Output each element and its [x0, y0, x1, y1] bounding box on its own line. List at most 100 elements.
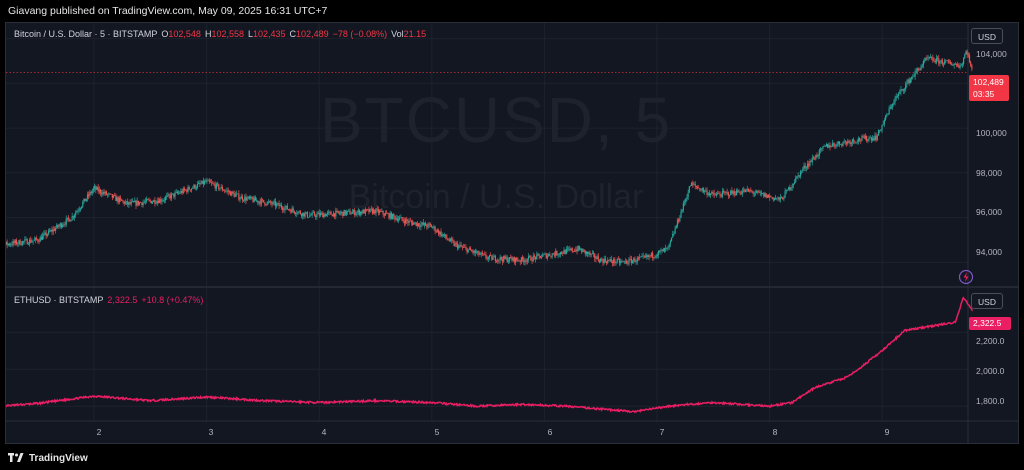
btc-candle: [156, 200, 158, 204]
btc-candle: [890, 106, 893, 108]
btc-candle: [694, 184, 696, 186]
btc-candle: [238, 193, 240, 200]
btc-candle: [147, 199, 149, 200]
btc-candle: [460, 244, 462, 247]
btc-candle: [905, 84, 907, 90]
btc-candle: [428, 223, 430, 225]
btc-candle: [451, 238, 453, 241]
btc-candle: [214, 184, 216, 189]
btc-candle: [60, 223, 63, 228]
btc-candle: [284, 207, 286, 211]
btc-candle: [523, 259, 525, 263]
btc-candle: [118, 197, 121, 202]
btc-candle: [929, 57, 932, 59]
btc-candle: [59, 223, 61, 226]
btc-candle: [675, 226, 677, 229]
btc-candle: [419, 225, 421, 227]
btc-candle: [591, 253, 593, 254]
btc-candle: [552, 253, 554, 255]
btc-candle: [897, 93, 900, 97]
btc-candle: [686, 197, 688, 200]
btc-candle: [744, 189, 746, 192]
btc-candle: [24, 239, 26, 242]
btc-candle: [386, 213, 388, 214]
btc-candle: [570, 248, 572, 250]
btc-candle: [543, 254, 545, 255]
btc-candle: [199, 182, 201, 184]
btc-candle: [341, 211, 343, 213]
chart-area[interactable]: BTCUSD, 5 Bitcoin / U.S. Dollar Bitcoin …: [5, 22, 1019, 444]
eth-currency-button[interactable]: USD: [971, 293, 1003, 309]
btc-candle: [459, 244, 461, 246]
btc-candle: [789, 187, 791, 190]
btc-candle: [572, 251, 575, 252]
btc-candle: [527, 256, 530, 260]
btc-candle: [280, 205, 283, 208]
btc-candle: [278, 203, 280, 207]
btc-candle: [712, 192, 714, 194]
btc-candle: [348, 210, 350, 212]
btc-symbol-label[interactable]: Bitcoin / U.S. Dollar · 5 · BITSTAMP: [14, 29, 158, 39]
btc-candle: [99, 189, 102, 194]
btc-candle: [770, 196, 772, 198]
btc-candle: [175, 191, 177, 193]
btc-candle: [174, 192, 176, 197]
btc-candle: [363, 209, 365, 214]
chart-canvas[interactable]: [6, 23, 1018, 443]
btc-countdown: 03:35: [973, 89, 995, 99]
btc-candle: [933, 60, 935, 62]
btc-candle: [273, 201, 275, 203]
btc-candle: [737, 190, 739, 193]
btc-candle: [841, 144, 843, 146]
btc-candle: [455, 243, 458, 245]
btc-candle: [417, 223, 420, 226]
btc-candle: [730, 190, 732, 196]
btc-candle: [666, 247, 668, 249]
btc-candle: [757, 190, 759, 192]
btc-candle: [584, 250, 586, 254]
btc-candle: [791, 185, 793, 188]
btc-candle: [493, 256, 495, 258]
btc-candle: [21, 241, 24, 245]
btc-candle: [299, 211, 301, 215]
btc-candle: [790, 187, 792, 190]
btc-candle: [235, 193, 238, 195]
btc-candle: [616, 259, 618, 263]
btc-candle: [486, 257, 488, 259]
tradingview-brand[interactable]: TradingView: [29, 452, 88, 464]
btc-candle: [360, 211, 362, 215]
btc-candle: [824, 146, 826, 147]
btc-currency-button[interactable]: USD: [971, 28, 1003, 44]
btc-candle: [569, 248, 571, 250]
btc-candle: [75, 212, 77, 216]
btc-candle: [247, 196, 249, 199]
btc-candle: [647, 255, 649, 257]
btc-candle: [383, 214, 385, 216]
btc-candle: [683, 202, 686, 203]
tradingview-logo-icon[interactable]: [8, 453, 24, 463]
eth-legend[interactable]: ETHUSD · BITSTAMP 2,322.5 +10.8 (+0.47%): [14, 295, 203, 305]
sub-pane-grid: [6, 331, 968, 407]
btc-candle: [674, 228, 676, 234]
btc-candle: [668, 243, 670, 247]
flash-indicator-icon[interactable]: [958, 269, 974, 285]
btc-candle: [47, 230, 50, 235]
btc-candle: [870, 137, 872, 141]
btc-candle: [239, 198, 241, 200]
btc-legend[interactable]: Bitcoin / U.S. Dollar · 5 · BITSTAMP O 10…: [14, 29, 426, 39]
btc-candle: [155, 203, 157, 204]
eth-symbol-label[interactable]: ETHUSD · BITSTAMP: [14, 295, 104, 305]
btc-candle: [793, 182, 796, 184]
btc-candle: [272, 201, 274, 205]
btc-candle: [641, 255, 643, 257]
btc-candle: [66, 217, 69, 219]
btc-candle: [65, 218, 67, 225]
btc-candle: [507, 260, 510, 262]
btc-candle: [421, 222, 423, 225]
btc-candle: [245, 196, 247, 201]
btc-candle: [449, 238, 452, 241]
btc-candle: [851, 139, 854, 143]
btc-candle: [717, 193, 719, 195]
btc-candle: [953, 64, 955, 66]
btc-candle: [633, 258, 635, 261]
